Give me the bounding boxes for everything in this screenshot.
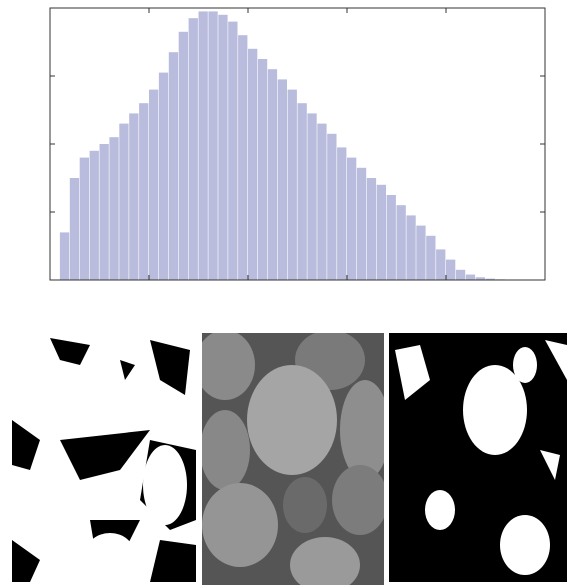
- bar: [199, 11, 208, 280]
- bar: [159, 73, 168, 280]
- bar: [169, 52, 178, 280]
- bar: [317, 124, 326, 280]
- threshold-image: [389, 333, 567, 582]
- bar: [228, 22, 237, 280]
- bar: [426, 236, 435, 280]
- bar: [129, 113, 138, 280]
- bar: [387, 195, 396, 280]
- bar: [327, 134, 336, 280]
- bar: [100, 144, 109, 280]
- bar: [367, 178, 376, 280]
- bar: [80, 158, 89, 280]
- bar: [307, 113, 316, 280]
- bar: [268, 69, 277, 280]
- bar: [288, 90, 297, 280]
- bar: [218, 15, 227, 280]
- figure: [0, 0, 569, 588]
- bar: [397, 205, 406, 280]
- binary-mask-image: [12, 333, 196, 582]
- bar: [377, 185, 386, 280]
- bar: [456, 270, 465, 280]
- bar: [466, 275, 475, 280]
- bar: [208, 11, 217, 280]
- bar: [238, 35, 247, 280]
- histogram: [0, 0, 569, 300]
- bar: [90, 151, 99, 280]
- bar: [248, 49, 257, 280]
- bar: [109, 137, 118, 280]
- bar: [139, 103, 148, 280]
- bar: [298, 103, 307, 280]
- bar: [278, 79, 287, 280]
- bar: [416, 226, 425, 280]
- bar: [179, 32, 188, 280]
- bar: [149, 90, 158, 280]
- bar: [60, 232, 69, 280]
- bar: [258, 59, 267, 280]
- bar: [436, 249, 445, 280]
- bar: [70, 178, 79, 280]
- grayscale-image: [195, 330, 390, 588]
- bar: [119, 124, 128, 280]
- bar: [446, 260, 455, 280]
- bar: [189, 18, 198, 280]
- bar: [406, 215, 415, 280]
- bar: [357, 168, 366, 280]
- bar: [347, 158, 356, 280]
- bar: [337, 147, 346, 280]
